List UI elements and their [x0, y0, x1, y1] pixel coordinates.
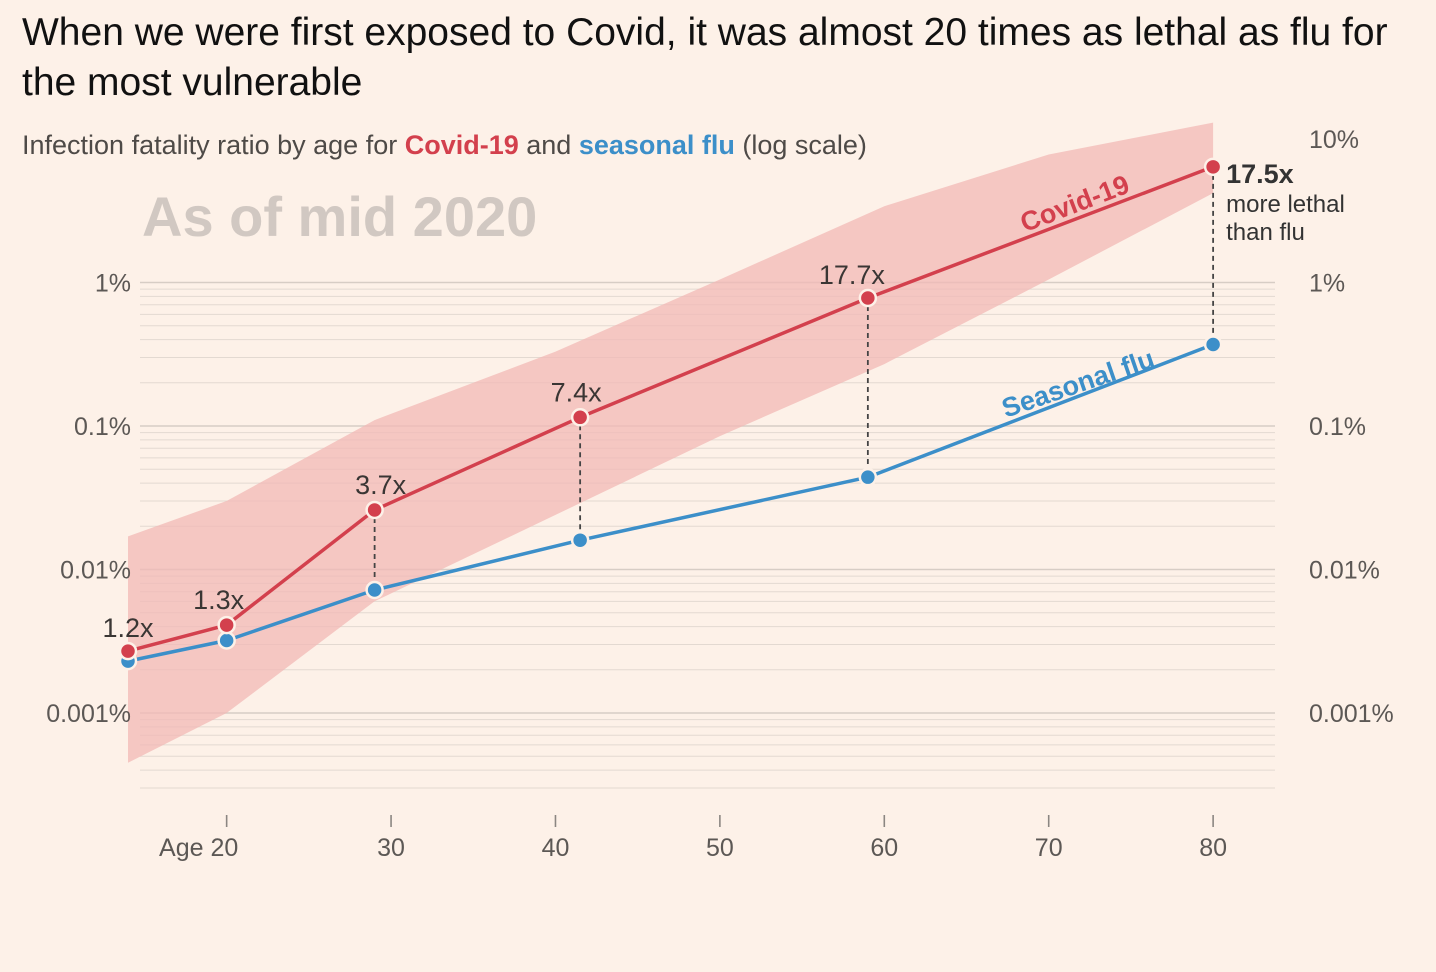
flu-point [217, 631, 236, 650]
ratio-note: more lethal [1226, 191, 1345, 218]
series-lines [127, 165, 1215, 663]
y-tick-label-right: 10% [1309, 126, 1359, 154]
ratio-label: 1.3x [193, 585, 245, 615]
chart-subtitle: Infection fatality ratio by age for Covi… [22, 128, 867, 162]
covid-point [1203, 157, 1223, 177]
flu-line [127, 342, 1214, 663]
flu-point [858, 467, 878, 487]
subtitle-flu-key: seasonal flu [578, 130, 735, 160]
x-tick-label: 50 [706, 834, 734, 862]
ratio-note: than flu [1226, 219, 1305, 246]
flu-point [570, 530, 590, 550]
ratio-label: 7.4x [551, 377, 603, 407]
axes: Age 20 30 40 50 60 70 80 1% 0.1% 0.01% 0.001% 10% 1%… [46, 126, 1394, 862]
flu-point [1203, 335, 1223, 354]
uncertainty-band [128, 122, 1214, 763]
covid-line [127, 165, 1214, 653]
chart-title: When we were first exposed to Covid, it … [22, 11, 1388, 104]
subtitle-prefix: Infection fatality ratio by age for [22, 130, 405, 160]
x-tick-label: 80 [1199, 834, 1227, 862]
covid-point [118, 641, 138, 661]
x-tick-label: 30 [377, 834, 405, 862]
ratio-label: 3.7x [355, 470, 407, 500]
y-tick-label-right: 0.01% [1309, 557, 1380, 585]
ratio-label: 17.7x [819, 260, 886, 290]
y-tick-label-left: 0.1% [74, 413, 131, 441]
series-points [118, 157, 1223, 671]
flu-series-label: Seasonal flu [998, 343, 1158, 423]
y-tick-label-left: 0.001% [46, 700, 131, 728]
flu-point [365, 580, 384, 600]
subtitle-suffix: (log scale) [734, 130, 867, 160]
subtitle-covid-key: Covid-19 [404, 130, 519, 160]
x-tick-label: 40 [542, 834, 570, 862]
x-tick-label: 60 [870, 834, 898, 862]
ratio-label-final: 17.5x [1226, 159, 1294, 189]
covid-point [570, 408, 590, 427]
x-tick-label: Age 20 [159, 834, 238, 862]
subtitle-middle: and [518, 130, 579, 160]
y-tick-label-right: 0.1% [1309, 413, 1366, 441]
covid-point [365, 500, 384, 520]
ratio-label: 1.2x [102, 613, 154, 643]
covid-uncertainty-band [128, 122, 1214, 763]
y-tick-label-right: 1% [1309, 270, 1345, 298]
y-tick-label-left: 1% [95, 270, 131, 298]
covid-point [858, 288, 878, 308]
y-tick-label-right: 0.001% [1309, 700, 1394, 728]
y-tick-label-left: 0.01% [60, 557, 131, 585]
covid-point [217, 615, 236, 635]
x-tick-label: 70 [1035, 834, 1063, 862]
watermark-label: As of mid 2020 [142, 185, 537, 248]
